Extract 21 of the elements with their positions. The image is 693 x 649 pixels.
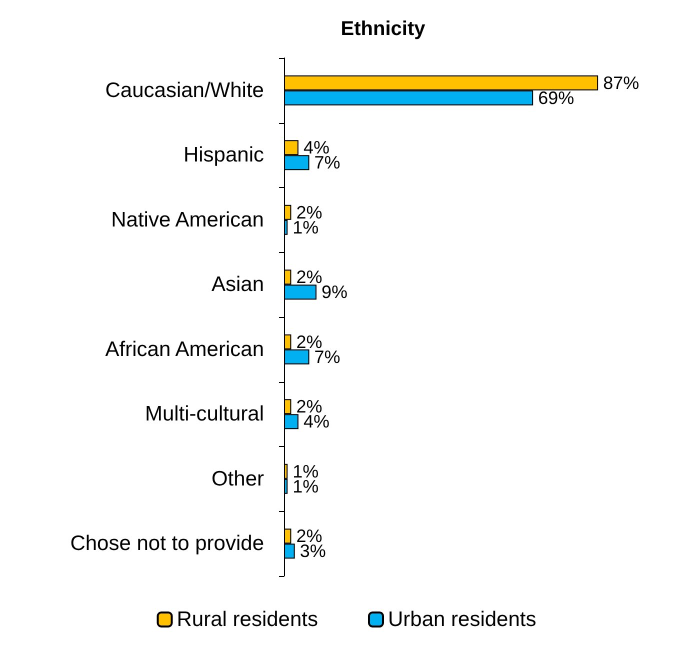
y-tick-label: Native American <box>111 208 264 232</box>
legend-label: Rural residents <box>176 608 318 631</box>
data-label: 87% <box>603 72 640 93</box>
data-label: 2% <box>296 202 322 222</box>
data-label: 3% <box>300 541 326 562</box>
data-label: 7% <box>314 152 340 173</box>
y-tick-label: Chose not to provide <box>70 532 264 556</box>
chart-title: Ethnicity <box>340 18 426 40</box>
data-label: 69% <box>538 88 574 108</box>
data-label: 4% <box>303 412 330 432</box>
data-label: 1% <box>292 461 319 482</box>
legend-label: Urban residents <box>388 608 536 631</box>
data-label: 2% <box>296 332 322 352</box>
y-tick-label: Caucasian/White <box>105 78 264 102</box>
y-tick-label: African American <box>105 338 264 361</box>
data-label: 9% <box>321 282 348 302</box>
data-label: 2% <box>296 267 322 288</box>
y-tick-label: Asian <box>211 273 264 296</box>
y-tick-label: Other <box>211 467 264 490</box>
y-tick-label: Hispanic <box>183 144 264 167</box>
y-tick-label: Multi-cultural <box>144 402 264 426</box>
